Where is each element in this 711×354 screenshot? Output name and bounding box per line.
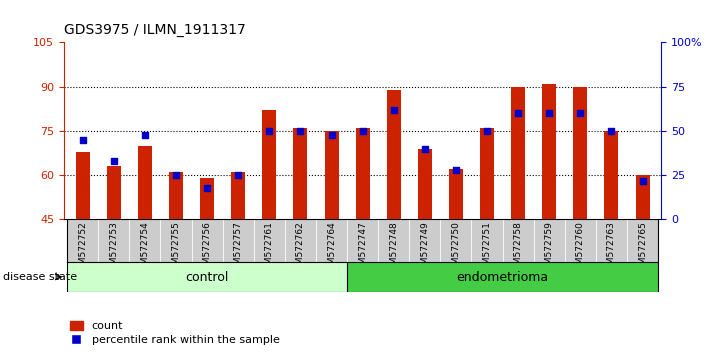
Text: GSM572763: GSM572763 xyxy=(607,222,616,276)
Bar xyxy=(636,175,650,219)
Text: GSM572748: GSM572748 xyxy=(389,222,398,276)
Text: GSM572751: GSM572751 xyxy=(483,222,491,276)
Bar xyxy=(418,149,432,219)
Bar xyxy=(604,131,619,219)
Point xyxy=(513,110,524,116)
Bar xyxy=(324,131,338,219)
Text: GSM572752: GSM572752 xyxy=(78,222,87,276)
Point xyxy=(481,128,493,134)
FancyBboxPatch shape xyxy=(316,219,347,262)
Point xyxy=(388,107,400,113)
Point xyxy=(450,167,461,173)
FancyBboxPatch shape xyxy=(98,219,129,262)
Bar xyxy=(169,172,183,219)
FancyBboxPatch shape xyxy=(596,219,627,262)
Bar xyxy=(387,90,401,219)
Bar xyxy=(347,262,658,292)
Point xyxy=(139,132,151,137)
Bar xyxy=(480,128,494,219)
FancyBboxPatch shape xyxy=(129,219,161,262)
Bar xyxy=(449,169,463,219)
Bar xyxy=(231,172,245,219)
Text: disease state: disease state xyxy=(3,272,77,282)
FancyBboxPatch shape xyxy=(67,219,98,262)
Point xyxy=(543,110,555,116)
Bar xyxy=(542,84,556,219)
Legend: count, percentile rank within the sample: count, percentile rank within the sample xyxy=(70,321,279,345)
Text: control: control xyxy=(186,270,229,284)
Text: GSM572762: GSM572762 xyxy=(296,222,305,276)
Point xyxy=(108,158,119,164)
Bar xyxy=(573,87,587,219)
Point xyxy=(201,185,213,190)
FancyBboxPatch shape xyxy=(440,219,471,262)
FancyBboxPatch shape xyxy=(223,219,254,262)
FancyBboxPatch shape xyxy=(378,219,410,262)
Text: GSM572758: GSM572758 xyxy=(513,222,523,276)
FancyBboxPatch shape xyxy=(254,219,285,262)
FancyBboxPatch shape xyxy=(503,219,534,262)
Text: GSM572757: GSM572757 xyxy=(234,222,242,276)
FancyBboxPatch shape xyxy=(627,219,658,262)
FancyBboxPatch shape xyxy=(471,219,503,262)
Bar xyxy=(200,178,214,219)
Point xyxy=(419,146,430,152)
Text: GSM572761: GSM572761 xyxy=(264,222,274,276)
Point xyxy=(574,110,586,116)
Bar xyxy=(356,128,370,219)
Bar xyxy=(138,146,152,219)
Text: GSM572765: GSM572765 xyxy=(638,222,647,276)
FancyBboxPatch shape xyxy=(410,219,440,262)
Bar xyxy=(107,166,121,219)
Text: GDS3975 / ILMN_1911317: GDS3975 / ILMN_1911317 xyxy=(64,23,246,37)
Point xyxy=(77,137,88,143)
Point xyxy=(357,128,368,134)
Text: GSM572749: GSM572749 xyxy=(420,222,429,276)
Bar xyxy=(262,110,277,219)
Point xyxy=(232,172,244,178)
Bar xyxy=(67,262,347,292)
Text: GSM572760: GSM572760 xyxy=(576,222,585,276)
FancyBboxPatch shape xyxy=(191,219,223,262)
Text: GSM572753: GSM572753 xyxy=(109,222,118,276)
Text: GSM572747: GSM572747 xyxy=(358,222,367,276)
Bar xyxy=(294,128,307,219)
FancyBboxPatch shape xyxy=(285,219,316,262)
Text: GSM572756: GSM572756 xyxy=(203,222,212,276)
Text: endometrioma: endometrioma xyxy=(456,270,549,284)
Point xyxy=(294,128,306,134)
Point xyxy=(170,172,181,178)
Point xyxy=(606,128,617,134)
FancyBboxPatch shape xyxy=(534,219,565,262)
FancyBboxPatch shape xyxy=(347,219,378,262)
Text: GSM572764: GSM572764 xyxy=(327,222,336,276)
Point xyxy=(326,132,337,137)
Text: GSM572759: GSM572759 xyxy=(545,222,554,276)
Point xyxy=(264,128,275,134)
Text: GSM572754: GSM572754 xyxy=(140,222,149,276)
FancyBboxPatch shape xyxy=(565,219,596,262)
Point xyxy=(637,178,648,183)
Text: GSM572750: GSM572750 xyxy=(451,222,461,276)
Bar xyxy=(75,152,90,219)
Bar xyxy=(511,87,525,219)
FancyBboxPatch shape xyxy=(161,219,191,262)
Text: GSM572755: GSM572755 xyxy=(171,222,181,276)
